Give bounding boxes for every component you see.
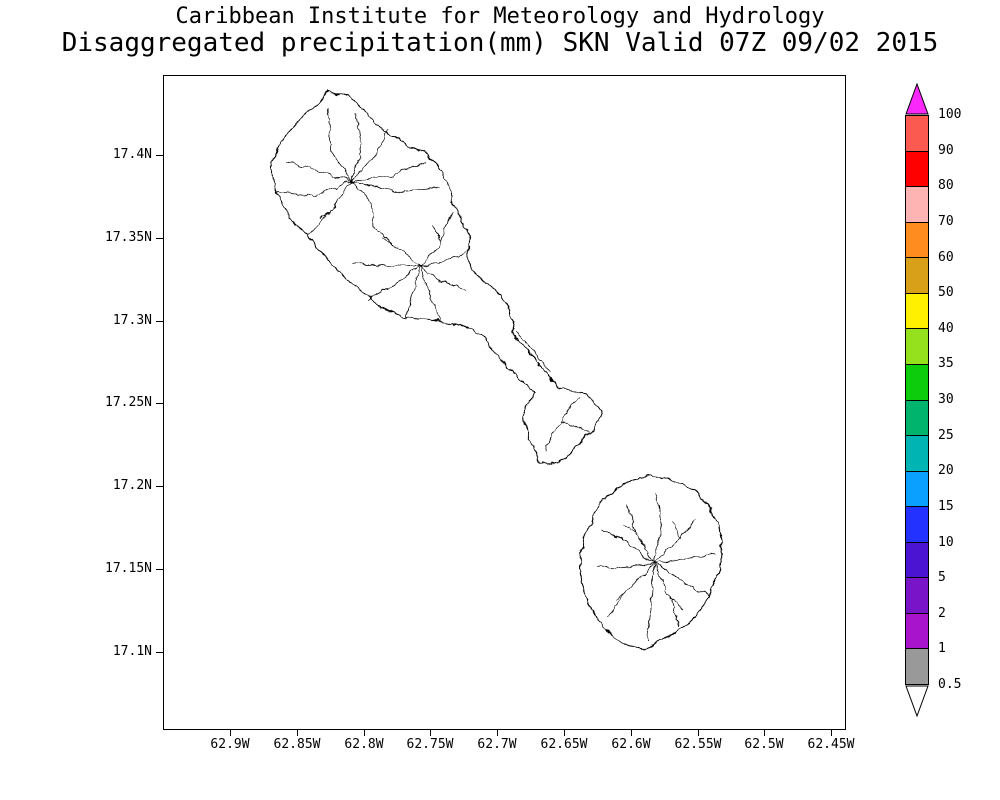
colorbar-label: 15 xyxy=(938,499,954,514)
colorbar-segment xyxy=(906,507,928,543)
colorbar-down-arrow-shape xyxy=(905,685,929,717)
colorbar-underflow-arrow-down-icon xyxy=(905,685,929,717)
colorbar-label: 35 xyxy=(938,356,954,371)
y-axis-label: 17.3N xyxy=(112,312,152,328)
institute-title: Caribbean Institute for Meteorology and … xyxy=(175,4,825,29)
x-axis-tick xyxy=(430,730,431,736)
colorbar-scale xyxy=(905,115,929,685)
colorbar-segment xyxy=(906,258,928,294)
x-axis-label: 62.45W xyxy=(807,737,855,752)
colorbar-segment xyxy=(906,400,928,437)
colorbar-label: 20 xyxy=(938,463,954,478)
x-axis-tick xyxy=(631,730,632,736)
colorbar-segment xyxy=(906,329,928,365)
st-kitts-drainage-network xyxy=(276,107,589,451)
y-axis-label: 17.2N xyxy=(112,478,152,494)
x-axis-label: 62.9W xyxy=(210,737,250,752)
map-plot-area xyxy=(163,75,846,730)
y-axis-tick xyxy=(156,569,163,570)
y-axis-tick xyxy=(156,403,163,404)
colorbar-segment xyxy=(906,293,928,330)
colorbar-label: 40 xyxy=(938,321,954,336)
nevis-drainage-network xyxy=(596,493,716,642)
y-axis-tick xyxy=(156,155,163,156)
y-axis-tick xyxy=(156,321,163,322)
colorbar-label: 100 xyxy=(938,107,962,122)
colorbar-label: 30 xyxy=(938,392,954,407)
y-axis-label: 17.1N xyxy=(112,643,152,659)
colorbar-segment xyxy=(906,578,928,614)
colorbar-segment xyxy=(906,222,928,259)
y-axis-tick xyxy=(156,652,163,653)
x-axis-label: 62.8W xyxy=(344,737,384,752)
colorbar-label: 10 xyxy=(938,535,954,550)
colorbar-overflow-arrow-up-icon xyxy=(905,83,929,115)
y-axis-tick xyxy=(156,486,163,487)
y-axis-label: 17.25N xyxy=(105,395,152,411)
y-axis-label: 17.4N xyxy=(112,147,152,162)
y-axis-label: 17.15N xyxy=(105,561,152,577)
colorbar-segment xyxy=(906,116,928,152)
plot-title: Disaggregated precipitation(mm) SKN Vali… xyxy=(61,28,939,58)
colorbar-label: 0.5 xyxy=(938,677,962,692)
x-axis-label: 62.55W xyxy=(674,737,722,752)
colorbar-segment xyxy=(906,649,928,684)
island-map xyxy=(271,90,723,650)
colorbar-label: 50 xyxy=(938,285,954,300)
colorbar-label: 5 xyxy=(938,570,946,585)
colorbar-segment xyxy=(906,613,928,650)
colorbar-label: 25 xyxy=(938,428,954,443)
y-axis-label: 17.35N xyxy=(105,229,152,245)
x-axis-label: 62.65W xyxy=(540,737,588,752)
x-axis-tick xyxy=(698,730,699,736)
colorbar-up-arrow-shape xyxy=(905,83,929,115)
x-axis-tick xyxy=(497,730,498,736)
x-axis-tick xyxy=(364,730,365,736)
colorbar-segment xyxy=(906,187,928,223)
x-axis-tick xyxy=(230,730,231,736)
x-axis-label: 62.7W xyxy=(477,737,517,752)
colorbar-label: 2 xyxy=(938,606,946,621)
nevis-outline xyxy=(579,475,723,650)
x-axis-label: 62.6W xyxy=(611,737,651,752)
colorbar-segment xyxy=(906,364,928,401)
x-axis-tick xyxy=(764,730,765,736)
colorbar-segment xyxy=(906,542,928,579)
y-axis-tick xyxy=(156,238,163,239)
colorbar-label: 70 xyxy=(938,214,954,229)
colorbar-segment xyxy=(906,436,928,472)
x-axis-tick xyxy=(297,730,298,736)
colorbar-segment xyxy=(906,471,928,508)
colorbar-label: 1 xyxy=(938,641,946,656)
x-axis-label: 62.75W xyxy=(406,737,454,752)
colorbar-label: 80 xyxy=(938,178,954,193)
x-axis-label: 62.85W xyxy=(273,737,321,752)
st-kitts-outline xyxy=(271,90,601,466)
x-axis-tick xyxy=(831,730,832,736)
x-axis-tick xyxy=(564,730,565,736)
colorbar-label: 90 xyxy=(938,143,954,158)
x-axis-label: 62.5W xyxy=(744,737,784,752)
colorbar-segment xyxy=(906,151,928,188)
colorbar-label: 60 xyxy=(938,250,954,265)
